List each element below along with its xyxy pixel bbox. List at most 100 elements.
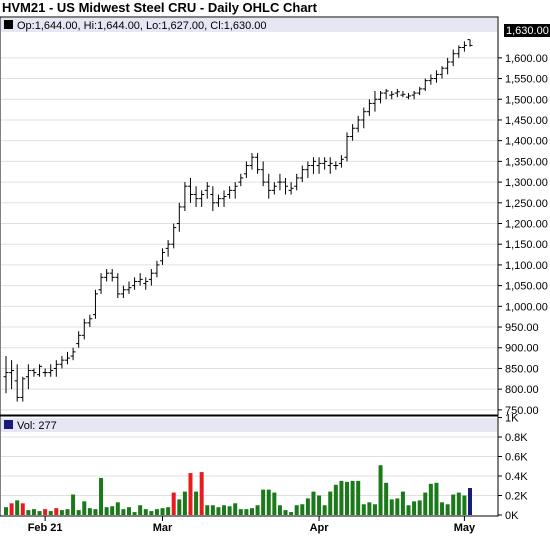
- volume-bar: [4, 507, 8, 515]
- volume-bar: [31, 509, 36, 515]
- volume-panel: [0, 415, 499, 517]
- ohlc-bar: [338, 155, 344, 168]
- volume-bar: [249, 508, 254, 515]
- volume-bar: [99, 477, 104, 515]
- volume-bar: [59, 510, 64, 515]
- volume-tick-label: 1K: [505, 413, 519, 425]
- volume-bar: [15, 500, 20, 515]
- ohlc-bar: [350, 124, 356, 141]
- volume-bar: [261, 489, 266, 515]
- ohlc-bar: [450, 49, 456, 67]
- volume-bar: [71, 494, 76, 515]
- ohlc-bar: [249, 153, 255, 170]
- volume-bar: [305, 498, 310, 515]
- price-tick-label: 1,550.00: [505, 74, 548, 86]
- ohlc-bar: [288, 182, 294, 195]
- volume-bar: [20, 503, 25, 515]
- price-bars: [3, 39, 473, 402]
- volume-bar: [350, 480, 355, 515]
- ohlc-bar: [143, 277, 149, 290]
- volume-bar: [121, 509, 126, 515]
- ohlc-bar: [92, 289, 98, 319]
- ohlc-bar: [165, 240, 171, 257]
- ohlc-bar: [417, 86, 423, 96]
- last-price-label: 1,630.00: [506, 25, 549, 37]
- volume-bar: [222, 505, 227, 515]
- volume-bar: [188, 473, 193, 515]
- price-tick-label: 900.00: [505, 343, 539, 355]
- volume-bar: [266, 489, 271, 515]
- price-header-bar: [1, 18, 497, 32]
- volume-bar: [76, 510, 81, 515]
- ohlc-bar: [160, 248, 166, 265]
- volume-bar: [339, 480, 344, 515]
- ohlc-bar: [76, 331, 82, 348]
- ohlc-bar: [109, 269, 115, 282]
- volume-bar: [345, 481, 350, 515]
- ohlc-bar: [344, 132, 350, 162]
- ohlc-bar: [227, 186, 233, 199]
- ohlc-bar: [294, 173, 300, 191]
- ohlc-bar: [31, 368, 37, 377]
- volume-bar: [462, 495, 467, 515]
- price-tick-label: 800.00: [505, 384, 539, 396]
- ohlc-bar: [238, 173, 244, 187]
- volume-bar: [434, 482, 439, 515]
- volume-bar: [428, 483, 433, 515]
- ohlc-bar: [199, 190, 205, 207]
- volume-bar: [356, 480, 361, 515]
- volume-bar: [244, 509, 249, 515]
- volume-bar: [451, 494, 456, 515]
- ohlc-bar: [366, 99, 372, 116]
- volume-bar: [440, 502, 445, 515]
- last-price-badge: [504, 24, 550, 37]
- volume-bar: [468, 487, 472, 515]
- ohlc-bar: [98, 273, 104, 294]
- price-tick-label: 850.00: [505, 363, 539, 375]
- price-grid: [1, 57, 497, 411]
- ohlc-bar: [422, 78, 428, 91]
- ohlc-bar: [148, 269, 154, 286]
- ohlc-bar: [299, 165, 305, 183]
- volume-bar: [311, 491, 316, 515]
- volume-bar: [384, 482, 389, 515]
- volume-bar: [110, 506, 115, 515]
- ohlc-bar: [411, 90, 417, 100]
- volume-bar: [412, 501, 417, 515]
- date-tick-label: Apr: [310, 522, 330, 534]
- ohlc-bar: [87, 314, 93, 328]
- date-tick-label: May: [454, 522, 476, 534]
- ohlc-bar: [193, 186, 199, 207]
- ohlc-bar: [81, 318, 87, 340]
- volume-bar: [82, 501, 87, 515]
- volume-bar: [205, 505, 210, 515]
- ohlc-bar: [104, 269, 110, 282]
- ohlc-bar: [243, 161, 249, 178]
- volume-bar: [445, 504, 450, 515]
- ohlc-bar: [176, 202, 182, 232]
- volume-tick-label: 0K: [505, 510, 519, 522]
- volume-bar: [233, 503, 238, 515]
- chart-title: HVM21 - US Midwest Steel CRU - Daily OHL…: [2, 0, 317, 15]
- volume-bar: [255, 505, 260, 515]
- ohlc-bar: [467, 39, 473, 47]
- volume-bar: [289, 512, 294, 515]
- price-tick-label: 1,450.00: [505, 115, 548, 127]
- ohlc-bar: [310, 157, 316, 174]
- ohlc-bar: [137, 273, 143, 286]
- volume-bar: [389, 499, 394, 515]
- ohlc-bar: [322, 157, 328, 170]
- volume-bar: [104, 507, 109, 515]
- ohlc-bar: [333, 161, 339, 170]
- volume-bar: [126, 507, 131, 515]
- ohlc-bar: [266, 173, 272, 199]
- ohlc-bar: [70, 347, 76, 361]
- ohlc-bar: [14, 364, 20, 402]
- volume-bar: [367, 502, 372, 515]
- price-header-text: Op:1,644.00, Hi:1,644.00, Lo:1,627.00, C…: [17, 20, 267, 32]
- ohlc-bar: [389, 90, 395, 100]
- volume-bar: [317, 495, 322, 515]
- price-panel: [0, 16, 499, 416]
- ohlc-bar: [53, 360, 59, 377]
